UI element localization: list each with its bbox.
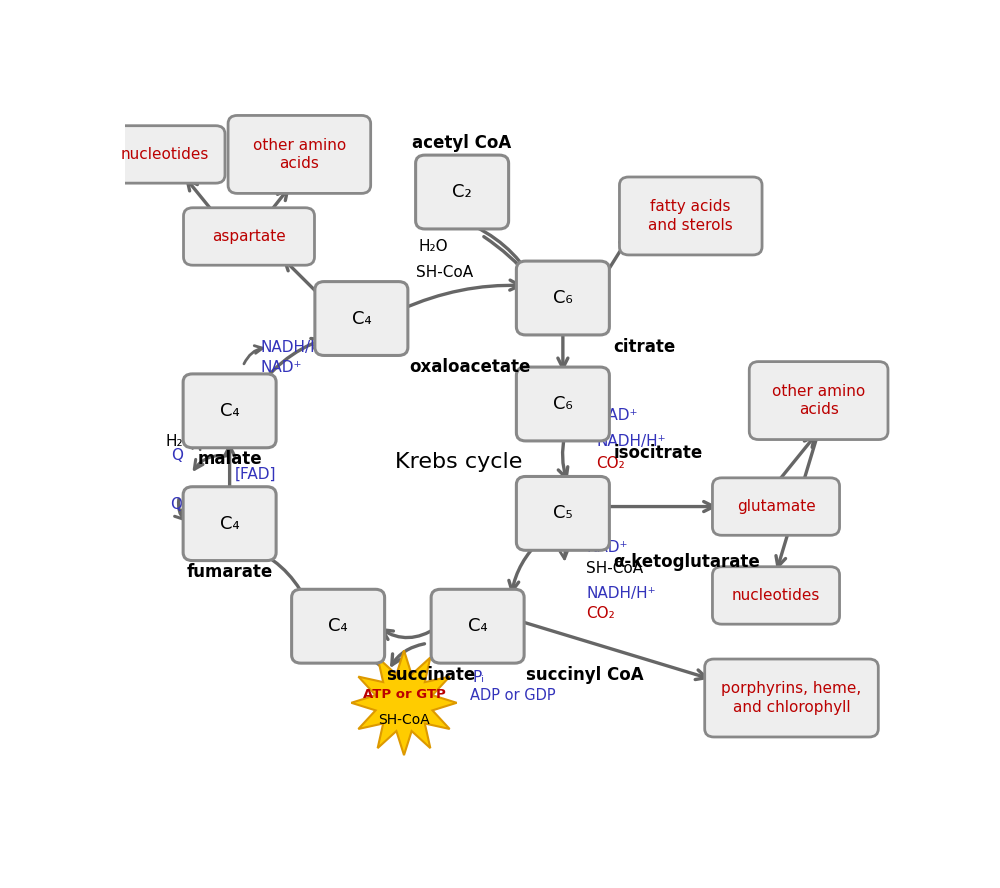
FancyBboxPatch shape: [183, 487, 276, 560]
FancyBboxPatch shape: [292, 590, 385, 663]
FancyBboxPatch shape: [516, 367, 609, 441]
Text: C₄: C₄: [352, 310, 371, 328]
FancyBboxPatch shape: [228, 115, 371, 194]
Text: Pᵢ: Pᵢ: [472, 670, 484, 685]
FancyBboxPatch shape: [705, 659, 878, 737]
Text: citrate: citrate: [613, 337, 676, 356]
Text: C₄: C₄: [328, 617, 348, 635]
Text: Krebs cycle: Krebs cycle: [395, 452, 522, 472]
Text: C₄: C₄: [220, 402, 239, 420]
Text: SH-CoA: SH-CoA: [416, 265, 473, 280]
Text: H₂O: H₂O: [166, 434, 196, 449]
FancyBboxPatch shape: [712, 478, 840, 535]
Text: C₂: C₂: [452, 183, 472, 201]
Text: porphyrins, heme,
and chlorophyll: porphyrins, heme, and chlorophyll: [721, 681, 862, 715]
Text: other amino
acids: other amino acids: [772, 384, 865, 417]
Text: oxaloacetate: oxaloacetate: [409, 358, 531, 377]
Text: C₆: C₆: [553, 395, 573, 413]
FancyBboxPatch shape: [619, 177, 762, 255]
Text: succinyl CoA: succinyl CoA: [526, 666, 643, 684]
Text: fumarate: fumarate: [186, 563, 273, 582]
FancyBboxPatch shape: [516, 477, 609, 551]
Text: SH-CoA: SH-CoA: [378, 713, 430, 727]
Text: aspartate: aspartate: [212, 229, 286, 244]
FancyBboxPatch shape: [749, 361, 888, 440]
Text: H₂O: H₂O: [419, 239, 448, 254]
Text: fatty acids
and sterols: fatty acids and sterols: [648, 199, 733, 233]
Text: CO₂: CO₂: [596, 456, 625, 471]
Text: NAD⁺: NAD⁺: [596, 408, 638, 423]
Text: NADH/H⁺: NADH/H⁺: [586, 586, 656, 601]
Text: NADH/H⁺: NADH/H⁺: [261, 340, 330, 354]
Text: Q: Q: [172, 448, 184, 463]
Text: NAD⁺: NAD⁺: [261, 361, 302, 376]
Polygon shape: [351, 650, 457, 755]
Text: malate: malate: [197, 450, 262, 469]
FancyBboxPatch shape: [416, 155, 509, 229]
FancyBboxPatch shape: [431, 590, 524, 663]
Text: C₆: C₆: [553, 289, 573, 307]
Text: isocitrate: isocitrate: [613, 444, 702, 462]
FancyBboxPatch shape: [184, 208, 314, 266]
Text: other amino
acids: other amino acids: [253, 138, 346, 171]
Text: nucleotides: nucleotides: [732, 588, 820, 603]
FancyBboxPatch shape: [712, 567, 840, 624]
Text: C₄: C₄: [468, 617, 487, 635]
Text: glutamate: glutamate: [737, 499, 815, 514]
Text: ATP or GTP: ATP or GTP: [363, 688, 445, 702]
Text: α-ketoglutarate: α-ketoglutarate: [613, 553, 760, 571]
Text: NAD⁺: NAD⁺: [586, 540, 628, 555]
FancyBboxPatch shape: [315, 281, 408, 355]
Text: QH₂: QH₂: [170, 497, 200, 512]
FancyBboxPatch shape: [106, 126, 225, 183]
Text: ADP or GDP: ADP or GDP: [470, 688, 556, 703]
Text: acetyl CoA: acetyl CoA: [413, 134, 512, 153]
Text: [FAD]: [FAD]: [235, 467, 277, 482]
Text: succinate: succinate: [386, 666, 475, 684]
FancyBboxPatch shape: [516, 261, 609, 335]
Text: NADH/H⁺: NADH/H⁺: [596, 434, 666, 449]
FancyBboxPatch shape: [183, 374, 276, 448]
Text: CO₂: CO₂: [586, 607, 615, 622]
Text: [FADH₂]: [FADH₂]: [195, 407, 254, 422]
Text: C₄: C₄: [220, 515, 239, 533]
Text: nucleotides: nucleotides: [121, 147, 209, 162]
Text: SH-CoA: SH-CoA: [586, 560, 643, 575]
Text: C₅: C₅: [553, 504, 573, 522]
